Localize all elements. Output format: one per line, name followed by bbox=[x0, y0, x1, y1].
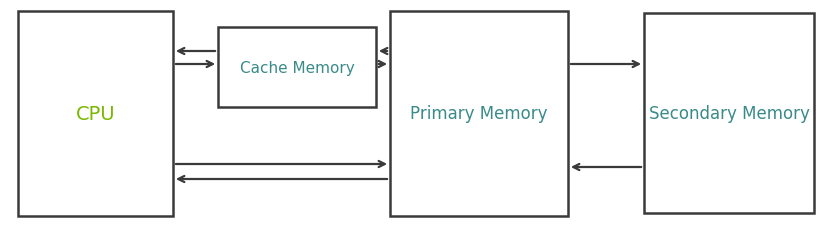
Bar bbox=[643, 14, 813, 213]
Text: Primary Memory: Primary Memory bbox=[409, 105, 547, 123]
Text: CPU: CPU bbox=[75, 105, 115, 123]
Bar bbox=[218, 28, 375, 108]
Bar bbox=[390, 12, 567, 216]
Text: Cache Memory: Cache Memory bbox=[239, 60, 354, 75]
Bar bbox=[18, 12, 173, 216]
Text: Secondary Memory: Secondary Memory bbox=[648, 105, 809, 123]
